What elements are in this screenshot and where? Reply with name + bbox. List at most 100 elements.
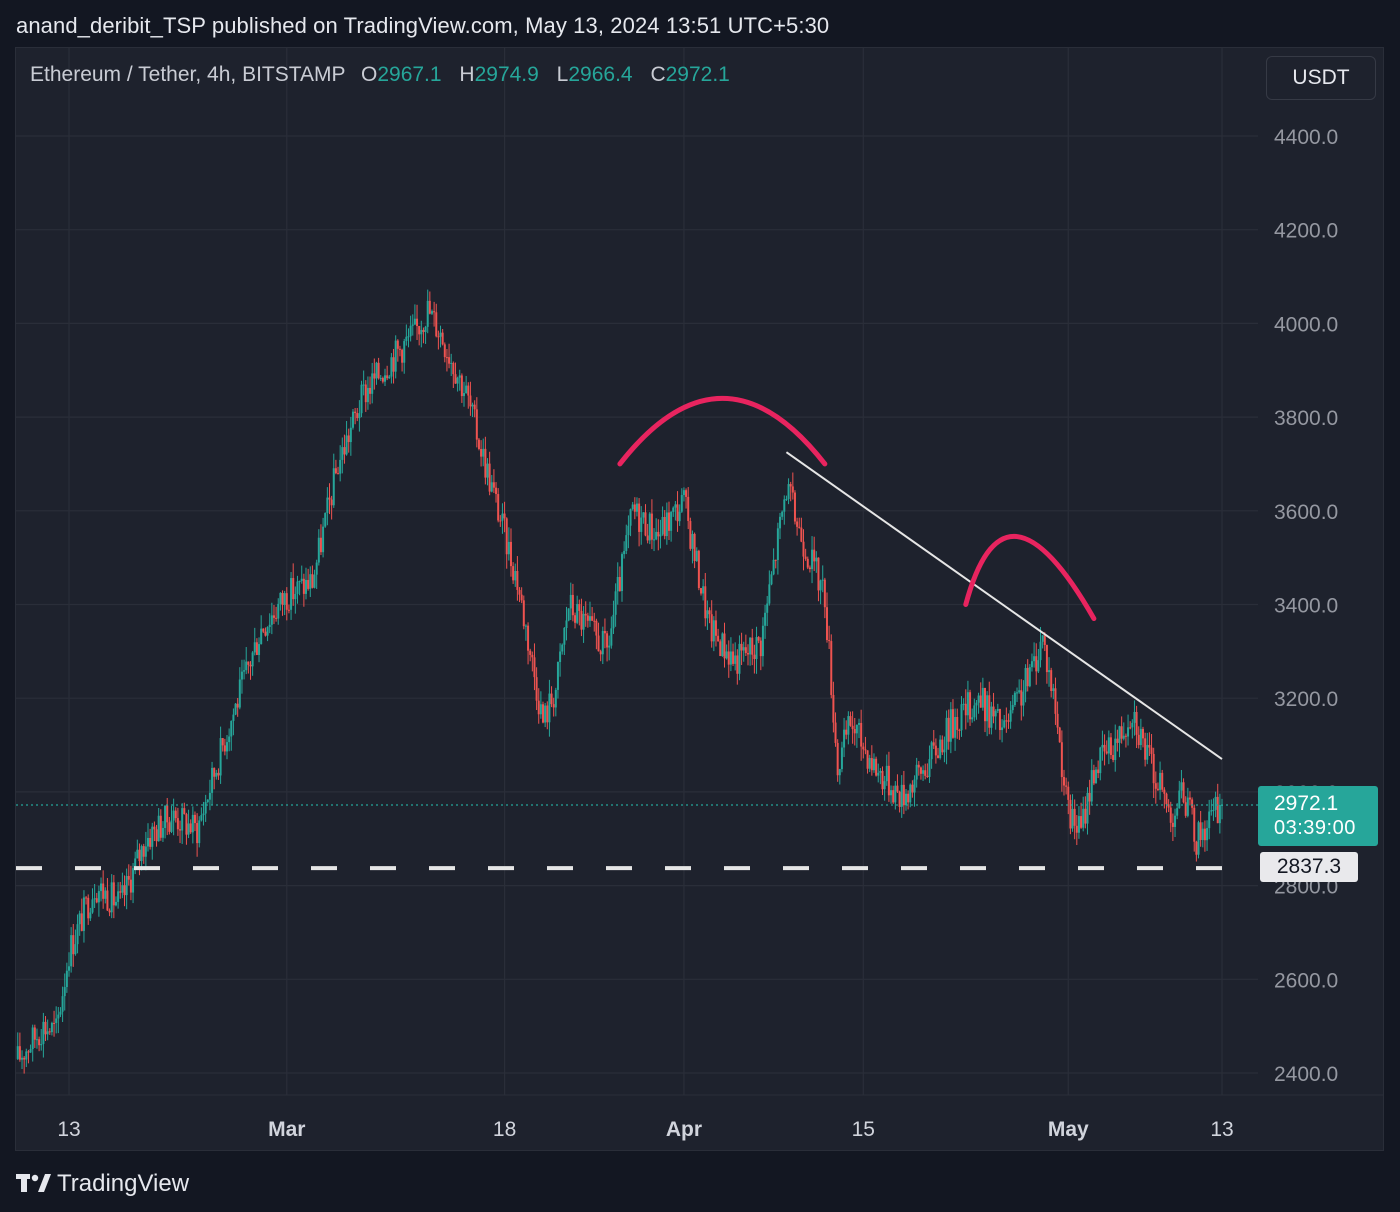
candle-body [97,891,100,903]
candle [561,643,564,655]
candle [471,402,474,417]
candle [1075,815,1078,846]
footer-brand[interactable]: TradingView [57,1170,190,1197]
candle [1178,780,1181,809]
candle-body [85,897,88,899]
chart-panel[interactable] [15,47,1384,1151]
candle-body [93,898,96,900]
candle [1161,769,1164,792]
candle-body [454,374,457,384]
candle-body [729,651,732,665]
candle [97,885,100,917]
candle-body [268,624,271,628]
candle [1007,713,1010,729]
candle-body [659,534,662,537]
candle-body [1024,667,1027,692]
candle [836,739,839,782]
candle [405,324,408,346]
candle [746,644,749,666]
candle-body [364,384,367,403]
candle [783,495,786,525]
candle [988,681,991,735]
candle [804,548,807,561]
candle-body [283,593,286,605]
candle-body [725,651,728,659]
candle-body [507,541,510,555]
candle [1101,730,1104,761]
candle-body [746,653,749,655]
candle [834,712,837,747]
candle [495,482,498,503]
candle-body [46,1031,49,1035]
candle [539,691,542,719]
candle [813,536,816,572]
candle-body [463,393,466,397]
candle-body [356,413,359,419]
candle [373,358,376,390]
candle-body [191,814,194,833]
candle-body [858,722,861,725]
candle [187,809,190,839]
candle-body [260,628,263,645]
candle-body [217,772,220,776]
candle [112,875,115,919]
candle [1212,798,1215,821]
candle [151,822,154,860]
candle-body [879,770,882,773]
candle-body [384,375,387,382]
candle-body [1206,828,1209,841]
candle-body [106,890,109,911]
candle-body [200,815,203,821]
candle [307,568,310,591]
candle-body [315,562,318,575]
candle [501,503,504,534]
candle-body [1174,815,1177,827]
candle [435,303,438,338]
candle-body [898,791,901,807]
candle [161,821,164,842]
candle-body [469,395,472,407]
candle [958,728,961,740]
currency-button[interactable]: USDT [1266,56,1376,100]
candle [1174,808,1177,838]
candle-body [847,716,850,735]
candle-body [535,677,538,701]
candle [766,595,769,627]
candle-body [648,513,651,541]
candle [655,518,658,541]
candle-body [870,758,873,771]
candle [341,437,344,474]
candle [616,562,619,605]
tradingview-logo-icon[interactable] [16,1172,52,1194]
candle [448,343,451,369]
candle-body [1018,690,1021,693]
candle-body [1016,692,1019,694]
candle [1199,810,1202,847]
candle-body [1216,796,1219,824]
candle-body [439,332,442,337]
candle-body [418,326,421,335]
candle-body [772,559,775,575]
candle-body [452,362,455,375]
candle [578,599,581,626]
y-tick-label: 3400.0 [1274,595,1338,618]
candle-body [740,643,743,651]
candle-body [533,657,536,678]
candle-body [851,725,854,730]
candle-body [44,1021,47,1035]
candle [591,607,594,622]
candle [490,475,493,493]
candle-body [966,692,969,716]
candle [657,519,660,551]
candle-body [42,1021,45,1044]
candle [149,828,152,850]
publisher-line: anand_deribit_TSP published on TradingVi… [16,13,830,38]
candle-body [753,654,756,660]
candle-body [501,513,504,521]
candle [1099,746,1102,781]
footer [0,1152,1400,1212]
candle [729,637,732,672]
candle [332,453,335,508]
candle [356,407,359,422]
